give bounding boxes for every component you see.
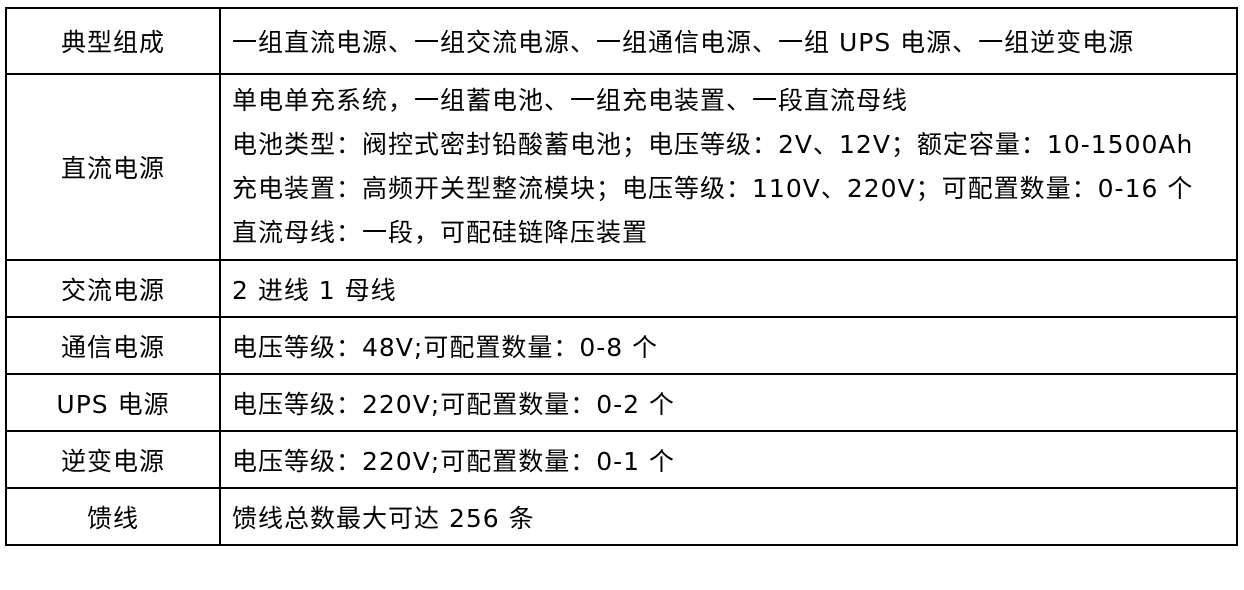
table-row: 直流电源 单电单充系统，一组蓄电池、一组充电装置、一段直流母线电池类型：阀控式密封… xyxy=(5,73,1238,261)
value-line: 电池类型：阀控式密封铅酸蓄电池；电压等级：2V、12V；额定容量：10-1500… xyxy=(232,130,1194,159)
row-label: 馈线 xyxy=(5,487,221,546)
row-label: UPS 电源 xyxy=(5,373,221,432)
row-value: 一组直流电源、一组交流电源、一组通信电源、一组 UPS 电源、一组逆变电源 xyxy=(219,7,1238,75)
row-value: 单电单充系统，一组蓄电池、一组充电装置、一段直流母线电池类型：阀控式密封铅酸蓄电… xyxy=(219,73,1238,261)
row-label: 直流电源 xyxy=(5,73,221,261)
value-line: 电压等级：220V;可配置数量：0-2 个 xyxy=(232,389,676,419)
value-line: 一组直流电源、一组交流电源、一组通信电源、一组 UPS 电源、一组逆变电源 xyxy=(232,28,1135,57)
row-value: 电压等级：48V;可配置数量：0-8 个 xyxy=(219,316,1238,375)
value-line: 充电装置：高频开关型整流模块；电压等级：110V、220V；可配置数量：0-16… xyxy=(232,174,1194,203)
value-line: 馈线总数最大可达 256 条 xyxy=(232,503,535,533)
table-row: 馈线 馈线总数最大可达 256 条 xyxy=(5,487,1238,546)
row-value: 2 进线 1 母线 xyxy=(219,259,1238,318)
value-line: 电压等级：48V;可配置数量：0-8 个 xyxy=(232,332,659,362)
spec-table: 典型组成 一组直流电源、一组交流电源、一组通信电源、一组 UPS 电源、一组逆变电… xyxy=(5,7,1238,546)
value-line: 2 进线 1 母线 xyxy=(232,275,397,305)
table-row: UPS 电源 电压等级：220V;可配置数量：0-2 个 xyxy=(5,373,1238,432)
value-line: 单电单充系统，一组蓄电池、一组充电装置、一段直流母线 xyxy=(232,86,909,115)
value-line: 直流母线：一段，可配硅链降压装置 xyxy=(232,218,649,247)
row-label: 通信电源 xyxy=(5,316,221,375)
row-value: 电压等级：220V;可配置数量：0-1 个 xyxy=(219,430,1238,489)
table-row: 通信电源 电压等级：48V;可配置数量：0-8 个 xyxy=(5,316,1238,375)
table-row: 交流电源 2 进线 1 母线 xyxy=(5,259,1238,318)
row-label: 交流电源 xyxy=(5,259,221,318)
row-value: 电压等级：220V;可配置数量：0-2 个 xyxy=(219,373,1238,432)
row-label: 典型组成 xyxy=(5,7,221,75)
row-value: 馈线总数最大可达 256 条 xyxy=(219,487,1238,546)
table-row: 逆变电源 电压等级：220V;可配置数量：0-1 个 xyxy=(5,430,1238,489)
value-line: 电压等级：220V;可配置数量：0-1 个 xyxy=(232,446,676,476)
table-row: 典型组成 一组直流电源、一组交流电源、一组通信电源、一组 UPS 电源、一组逆变电… xyxy=(5,7,1238,75)
row-label: 逆变电源 xyxy=(5,430,221,489)
